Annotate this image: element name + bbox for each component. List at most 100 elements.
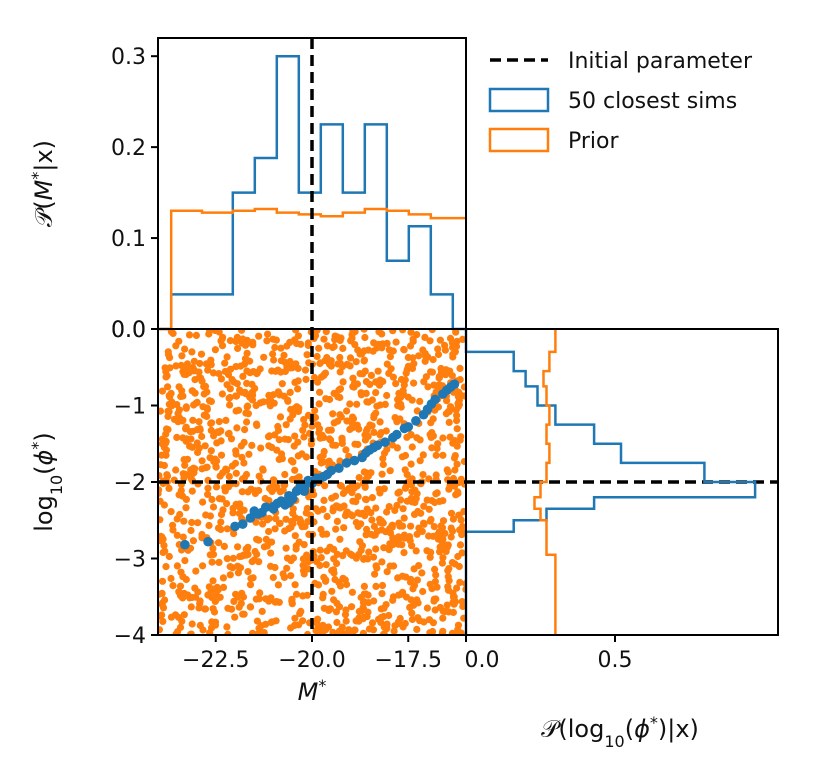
prior-point bbox=[158, 451, 166, 459]
prior-point bbox=[286, 364, 294, 372]
prior-point bbox=[199, 498, 207, 506]
prior-point bbox=[208, 495, 216, 504]
prior-point bbox=[333, 618, 341, 627]
prior-point bbox=[403, 433, 411, 441]
prior-point bbox=[386, 525, 394, 533]
x-axis-label: M* bbox=[298, 676, 327, 707]
prior-point bbox=[342, 446, 350, 454]
prior-point bbox=[453, 584, 461, 592]
prior-point bbox=[188, 518, 196, 527]
prior-point bbox=[206, 454, 214, 462]
prior-point bbox=[231, 613, 239, 621]
prior-point bbox=[311, 406, 319, 415]
prior-point bbox=[363, 525, 371, 534]
prior-point bbox=[180, 474, 188, 482]
prior-point bbox=[336, 582, 345, 590]
legend-label: Initial parameter bbox=[568, 49, 753, 74]
prior-point bbox=[337, 627, 345, 635]
prior-point bbox=[295, 621, 303, 629]
prior-point bbox=[457, 391, 465, 400]
prior-point bbox=[411, 486, 419, 494]
prior-point bbox=[284, 397, 292, 405]
prior-point bbox=[209, 577, 217, 585]
legend-swatch-box bbox=[488, 87, 550, 113]
prior-point bbox=[312, 505, 320, 513]
prior-point bbox=[316, 388, 324, 396]
prior-point bbox=[383, 508, 391, 516]
prior-point bbox=[394, 618, 402, 626]
prior-point bbox=[426, 629, 434, 635]
prior-point bbox=[287, 572, 295, 580]
prior-point bbox=[158, 626, 163, 634]
prior-point bbox=[180, 611, 188, 619]
prior-point bbox=[356, 370, 364, 378]
prior-point bbox=[441, 341, 449, 349]
prior-point bbox=[458, 598, 466, 606]
prior-point bbox=[243, 336, 251, 344]
prior-point bbox=[188, 487, 196, 495]
prior-point bbox=[277, 344, 285, 352]
prior-point bbox=[315, 344, 323, 352]
prior-point bbox=[453, 425, 461, 433]
prior-point bbox=[240, 459, 248, 467]
prior-point bbox=[182, 504, 190, 512]
prior-point bbox=[401, 619, 409, 628]
prior-point bbox=[158, 472, 163, 480]
prior-point bbox=[165, 552, 173, 561]
prior-point bbox=[245, 450, 253, 458]
prior-point bbox=[169, 582, 177, 590]
prior-point bbox=[445, 485, 453, 493]
prior-point bbox=[166, 354, 174, 362]
prior-point bbox=[259, 520, 267, 528]
prior-point bbox=[430, 523, 438, 531]
prior-point bbox=[209, 544, 217, 553]
prior-point bbox=[400, 391, 408, 399]
prior-point bbox=[447, 533, 455, 541]
prior-point bbox=[275, 455, 283, 463]
prior-point bbox=[374, 367, 382, 375]
prior-point bbox=[355, 425, 363, 433]
prior-point bbox=[280, 392, 288, 400]
prior-point bbox=[292, 545, 300, 553]
prior-point bbox=[181, 345, 189, 353]
prior-point bbox=[294, 332, 302, 340]
prior-point bbox=[380, 630, 388, 635]
prior-point bbox=[432, 571, 440, 579]
prior-point bbox=[219, 574, 227, 582]
prior-point bbox=[439, 434, 447, 442]
prior-point bbox=[300, 541, 308, 549]
prior-point bbox=[342, 617, 350, 625]
prior-point bbox=[380, 544, 388, 552]
y-axis-label: 𝒫(M*|x) bbox=[28, 140, 59, 227]
prior-point bbox=[380, 604, 388, 612]
prior-point bbox=[208, 419, 216, 427]
prior-point bbox=[392, 380, 400, 388]
prior-point bbox=[177, 568, 185, 576]
prior-point bbox=[273, 446, 281, 454]
prior-point bbox=[163, 472, 172, 480]
prior-point bbox=[291, 614, 299, 622]
prior-point bbox=[449, 608, 457, 617]
prior-point bbox=[456, 578, 464, 587]
prior-point bbox=[343, 407, 351, 415]
prior-point bbox=[400, 531, 408, 539]
prior-point bbox=[286, 415, 294, 423]
prior-point bbox=[456, 526, 464, 534]
prior-point bbox=[436, 336, 444, 344]
prior-point bbox=[321, 482, 329, 490]
prior-point bbox=[204, 490, 212, 498]
prior-point bbox=[391, 506, 399, 514]
prior-point bbox=[338, 436, 346, 444]
prior-point bbox=[265, 514, 273, 523]
prior-point bbox=[449, 353, 457, 361]
prior-point bbox=[416, 436, 424, 444]
prior-point bbox=[412, 495, 420, 503]
prior-point bbox=[217, 437, 225, 445]
prior-point bbox=[394, 402, 402, 410]
prior-point bbox=[441, 607, 449, 616]
prior-point bbox=[316, 561, 324, 570]
prior-point bbox=[446, 367, 454, 375]
prior-point bbox=[211, 621, 219, 629]
prior-point bbox=[383, 568, 391, 576]
